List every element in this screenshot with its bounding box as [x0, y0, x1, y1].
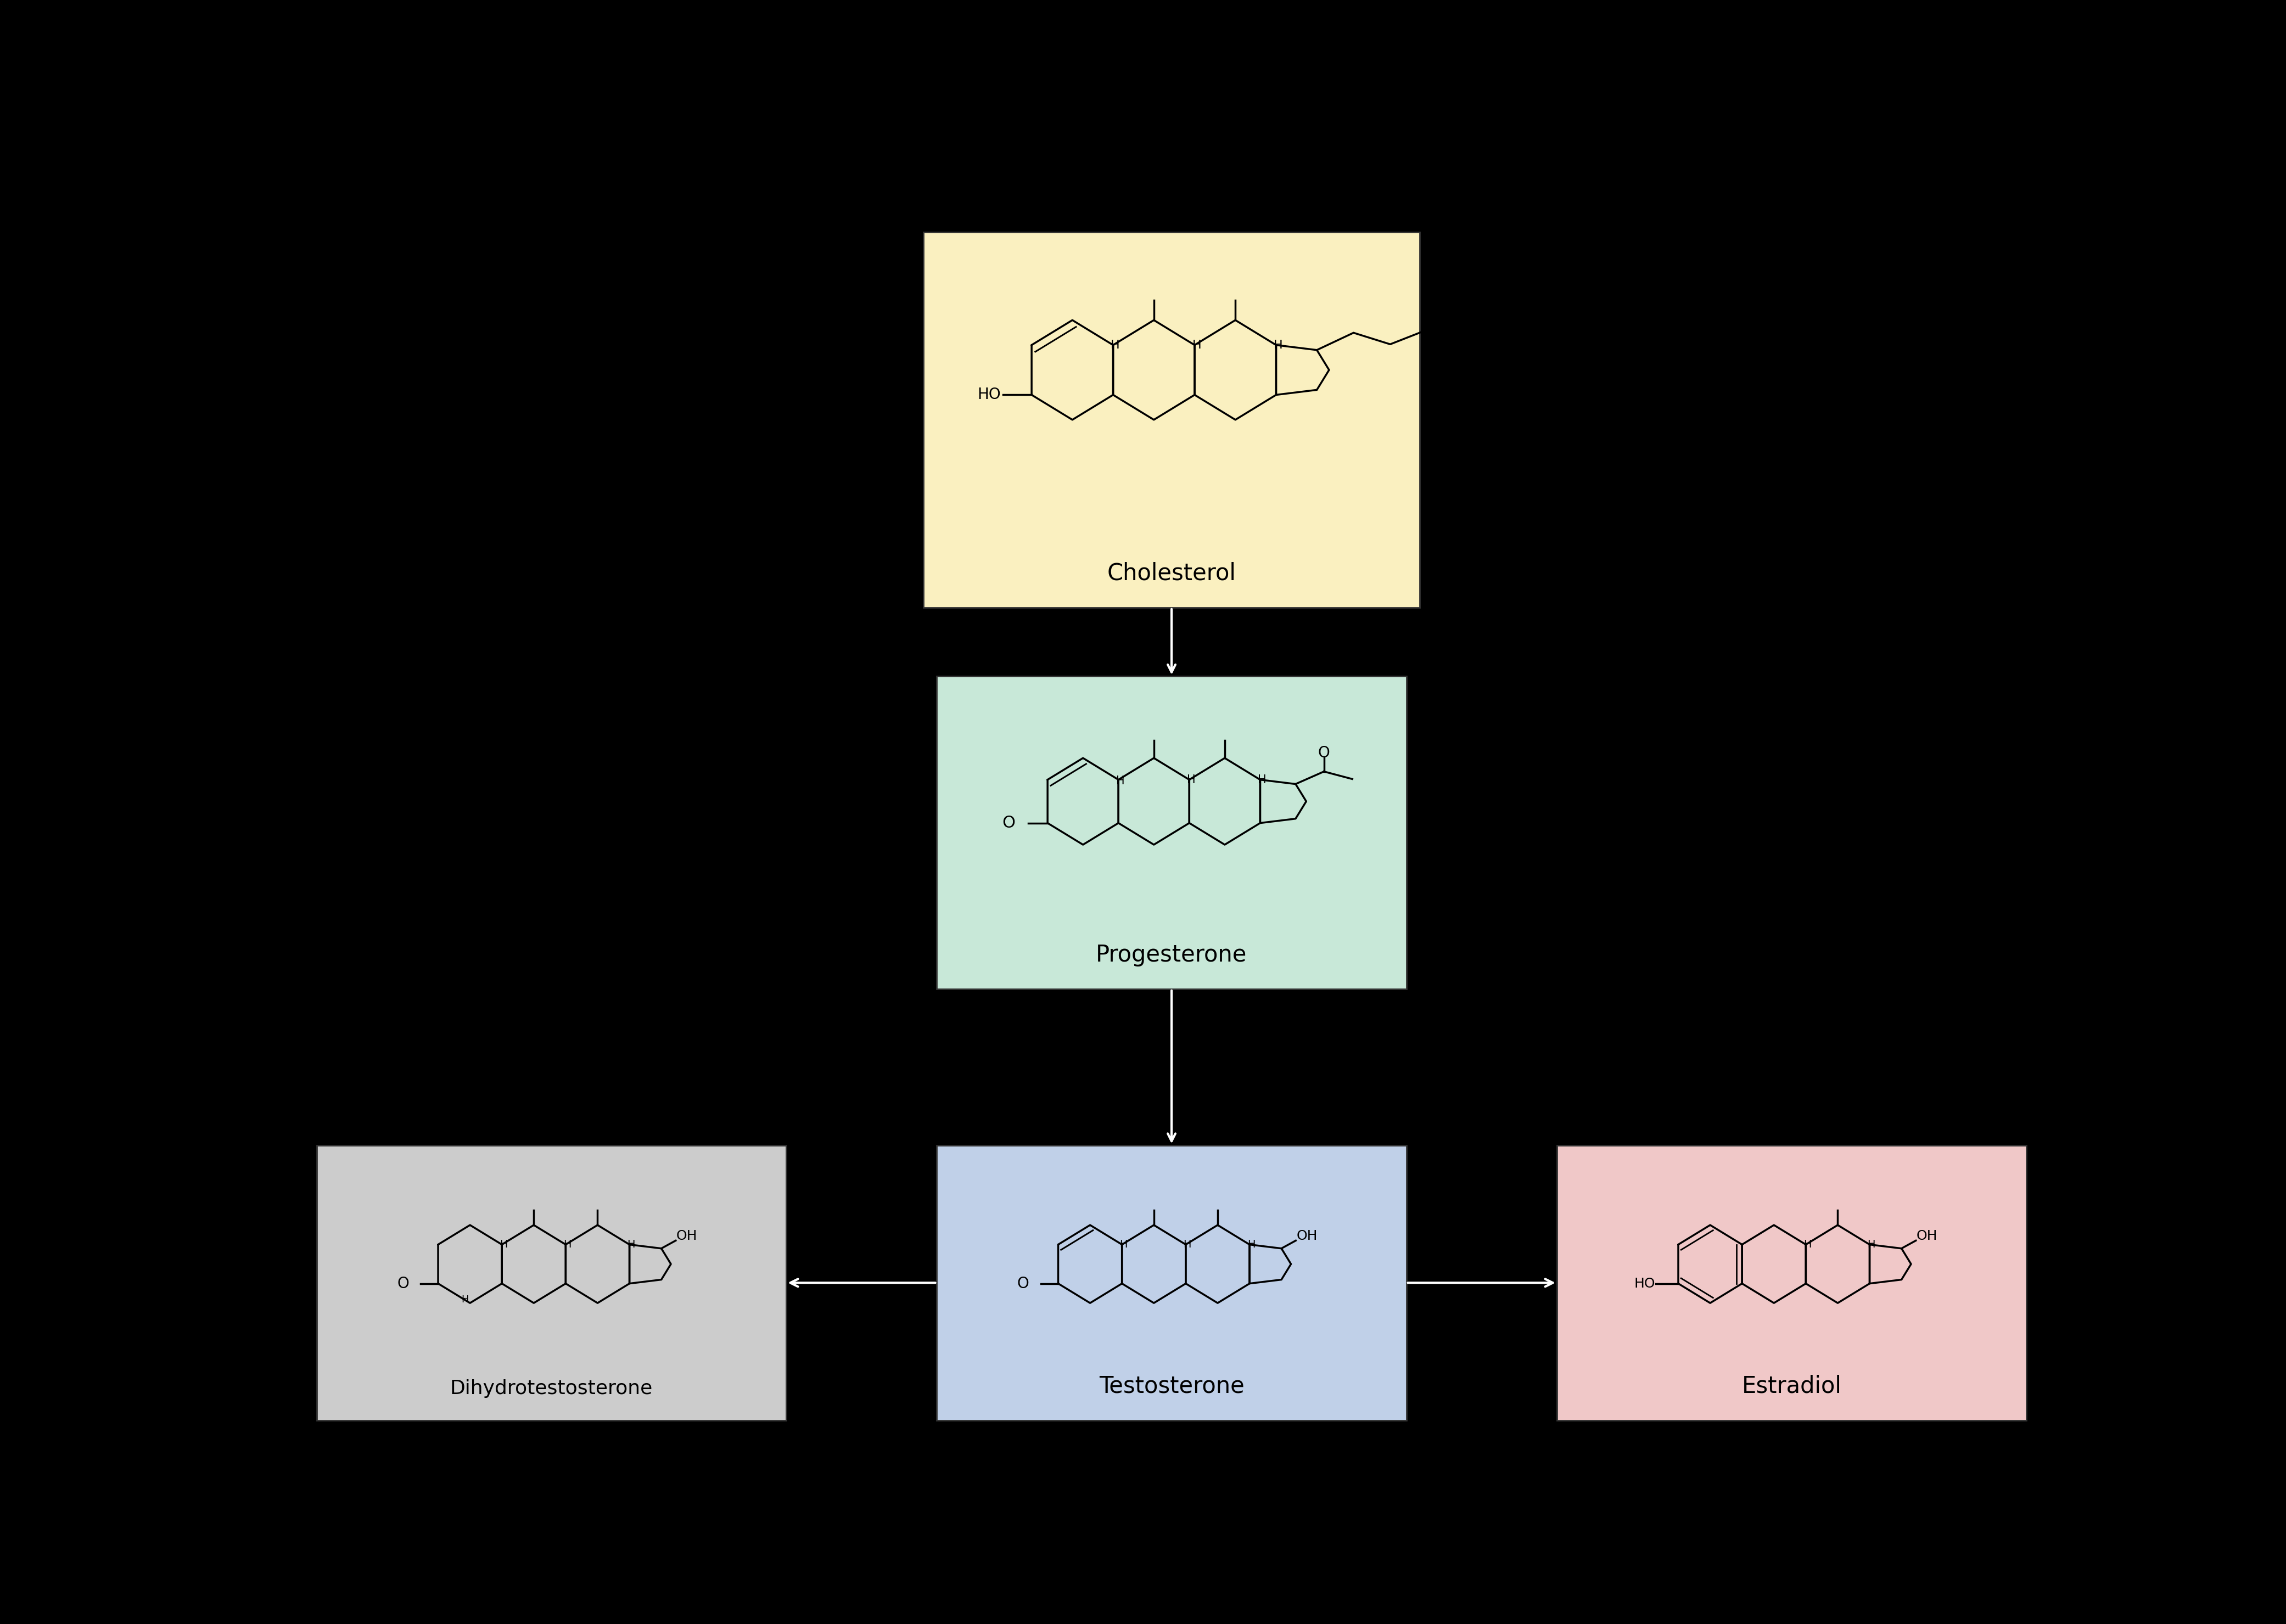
Text: H: H — [1111, 339, 1120, 351]
FancyBboxPatch shape — [937, 676, 1406, 989]
Text: O: O — [1319, 745, 1330, 760]
Text: H: H — [1116, 776, 1125, 786]
Text: H: H — [626, 1239, 636, 1250]
Text: Cholesterol: Cholesterol — [1106, 562, 1237, 585]
Text: Progesterone: Progesterone — [1095, 944, 1248, 966]
Text: H: H — [1186, 775, 1196, 784]
Text: H: H — [1191, 339, 1200, 351]
Text: H: H — [501, 1239, 507, 1250]
FancyBboxPatch shape — [924, 232, 1420, 607]
Text: H: H — [1257, 775, 1266, 784]
Text: OH: OH — [677, 1229, 697, 1242]
Text: Estradiol: Estradiol — [1742, 1376, 1843, 1398]
Text: Testosterone: Testosterone — [1100, 1376, 1244, 1398]
FancyBboxPatch shape — [1557, 1145, 2025, 1421]
Text: H: H — [1184, 1239, 1191, 1250]
Text: HO: HO — [1634, 1276, 1655, 1289]
FancyBboxPatch shape — [318, 1145, 786, 1421]
Text: O: O — [1017, 1276, 1029, 1291]
Text: HO: HO — [976, 387, 1001, 403]
Text: OH: OH — [1916, 1229, 1939, 1242]
Text: H: H — [1248, 1239, 1255, 1250]
Text: H: H — [1273, 339, 1282, 351]
Text: O: O — [1001, 815, 1015, 831]
Text: OH: OH — [1296, 1229, 1317, 1242]
Text: O: O — [398, 1276, 409, 1291]
Text: Dihydrotestosterone: Dihydrotestosterone — [450, 1379, 654, 1398]
Text: H: H — [1120, 1239, 1127, 1250]
Text: H: H — [462, 1294, 469, 1304]
Text: H: H — [1804, 1239, 1811, 1250]
Text: H: H — [1868, 1239, 1875, 1250]
Text: H: H — [562, 1239, 572, 1250]
FancyBboxPatch shape — [937, 1145, 1406, 1421]
